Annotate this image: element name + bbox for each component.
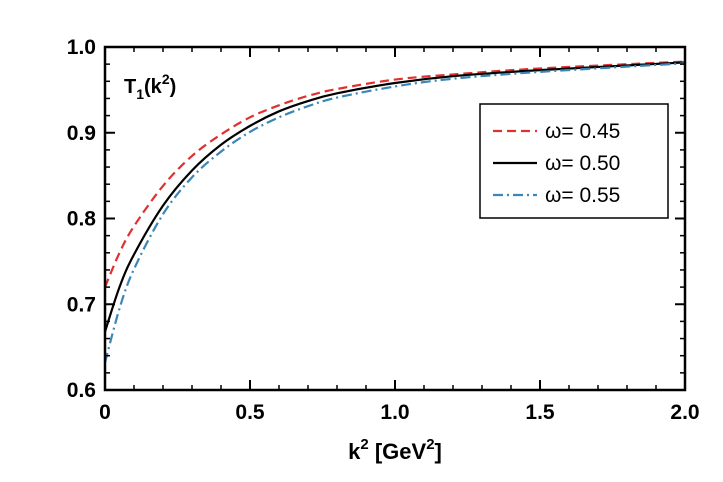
x-axis-title-mid: [GeV [369,439,427,464]
x-axis-title: k2 [GeV2] [348,436,442,464]
x-axis-title-end: ] [435,439,442,464]
chart-title-superscript: 2 [162,71,170,87]
legend-label-1: ω= 0.45 [545,120,620,143]
legend-label-3: ω= 0.55 [545,184,620,207]
y-tick-label: 1.0 [67,36,96,59]
y-tick-label: 0.9 [67,122,96,145]
y-tick-label: 0.7 [67,293,96,316]
tick-labels-layer: 0 0.5 1.0 1.5 2.0 0.6 0.7 0.8 0.9 1.0 [67,36,700,424]
series-line-1 [105,60,685,288]
x-tick-label: 1.0 [380,401,409,424]
series-layer [105,60,685,363]
chart-title-close: ) [170,76,177,98]
legend-box [479,103,669,219]
x-axis-title-sup2: 2 [426,436,434,453]
chart-title-base: T [124,76,136,98]
y-tick-label: 0.6 [67,379,96,402]
y-tick-label: 0.8 [67,208,97,231]
series-line-2 [105,61,685,333]
x-axis-title-sup1: 2 [360,436,368,453]
x-axis-title-k: k [348,439,361,464]
chart-title-open: (k [144,76,163,98]
x-tick-label: 0.5 [235,401,265,424]
x-tick-label: 0 [99,401,111,424]
legend: ω= 0.45 ω= 0.50 ω= 0.55 [479,103,669,219]
x-tick-label: 2.0 [670,401,699,424]
chart-title: T1(k2) [124,71,176,102]
x-tick-label: 1.5 [525,401,555,424]
legend-label-2: ω= 0.50 [545,152,620,175]
ticks-layer [104,46,686,391]
chart-title-subscript: 1 [136,86,144,102]
